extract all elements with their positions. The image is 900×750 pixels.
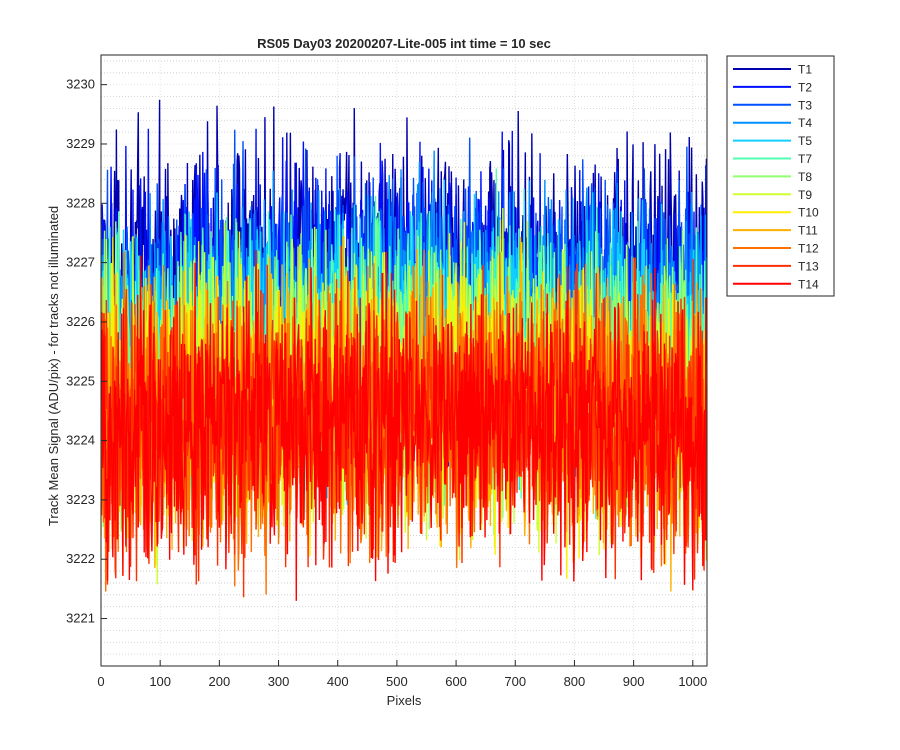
legend-label-T9: T9: [798, 188, 812, 202]
y-axis: 3221 3222 3223 3224 3225 3226 3227 3228 3229 3230: [66, 77, 107, 626]
y-tick-label: 3223: [66, 492, 95, 507]
y-tick-label: 3221: [66, 611, 95, 626]
legend: T1 T2 T3 T4 T5 T7 T8 T9 T10 T11 T12 T13 T14: [726, 55, 835, 297]
legend-label-T12: T12: [798, 242, 819, 256]
legend-label-T7: T7: [798, 152, 812, 166]
x-tick-label: 0: [97, 674, 104, 689]
y-tick-label: 3227: [66, 255, 95, 270]
x-axis-label: Pixels: [387, 693, 422, 708]
legend-label-T8: T8: [798, 170, 812, 184]
x-tick-label: 700: [504, 674, 526, 689]
chart-title: RS05 Day03 20200207-Lite-005 int time = …: [257, 36, 551, 51]
x-axis: 0 100 200 300 400 500 600 700 800 900 1000: [97, 660, 707, 689]
x-tick-label: 800: [564, 674, 586, 689]
axes-box: [100, 54, 708, 667]
y-tick-label: 3229: [66, 136, 95, 151]
legend-label-T4: T4: [798, 116, 812, 130]
x-tick-label: 300: [268, 674, 290, 689]
legend-label-T14: T14: [798, 277, 819, 291]
legend-label-T1: T1: [798, 63, 812, 77]
series-layer: [101, 99, 707, 601]
legend-label-T3: T3: [798, 98, 812, 112]
y-tick-label: 3230: [66, 77, 95, 92]
x-tick-label: 200: [209, 674, 231, 689]
legend-label-T11: T11: [798, 224, 818, 238]
series-line-T14: [101, 249, 707, 601]
x-tick-label: 1000: [678, 674, 707, 689]
legend-label-T10: T10: [798, 206, 819, 220]
legend-label-T5: T5: [798, 134, 812, 148]
legend-label-T2: T2: [798, 80, 812, 94]
y-tick-label: 3222: [66, 551, 95, 566]
y-tick-label: 3225: [66, 373, 95, 388]
x-tick-label: 600: [445, 674, 467, 689]
x-tick-label: 900: [623, 674, 645, 689]
x-tick-label: 400: [327, 674, 349, 689]
y-tick-label: 3224: [66, 433, 95, 448]
y-tick-label: 3226: [66, 314, 95, 329]
legend-label-T13: T13: [798, 259, 819, 273]
plot-area: [100, 54, 708, 667]
x-tick-label: 500: [386, 674, 408, 689]
x-tick-label: 100: [149, 674, 171, 689]
y-axis-label: Track Mean Signal (ADU/pix) - for tracks…: [46, 206, 61, 526]
y-tick-label: 3228: [66, 195, 95, 210]
